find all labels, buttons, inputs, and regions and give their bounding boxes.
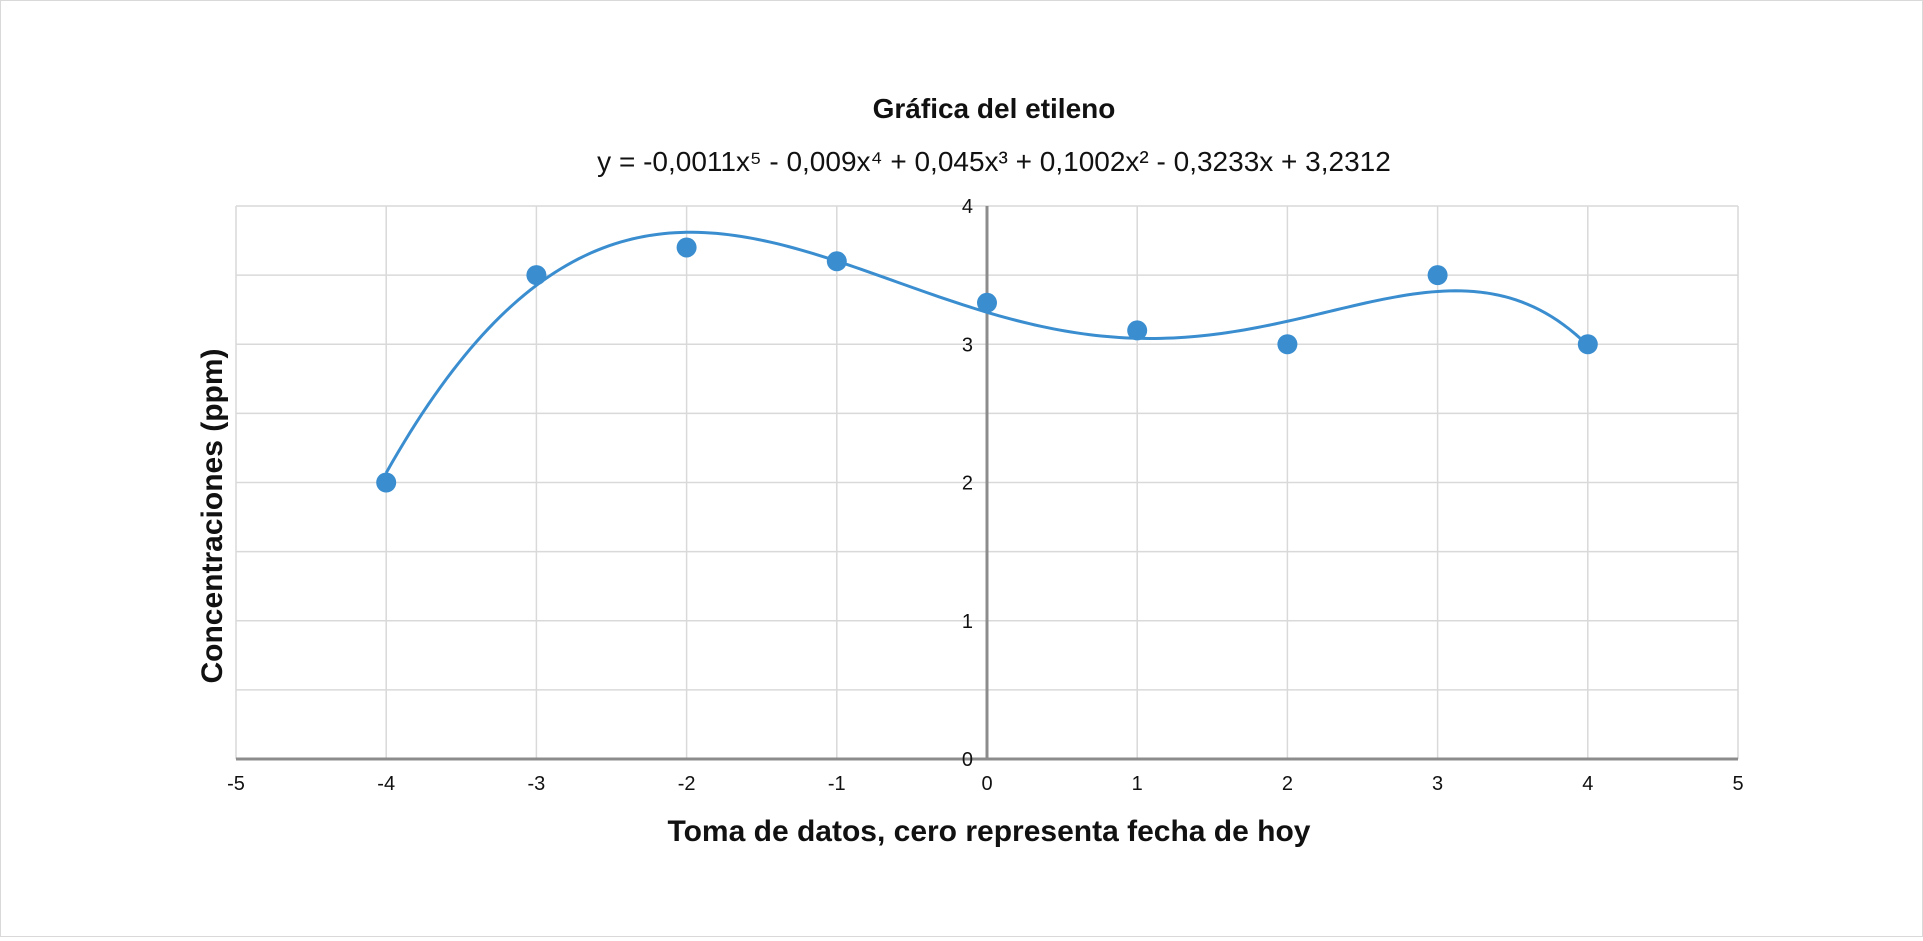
trendline-equation: y = -0,0011x⁵ - 0,009x⁴ + 0,045x³ + 0,10…: [597, 146, 1391, 177]
x-tick-label: -2: [678, 773, 696, 795]
data-point: [826, 251, 847, 272]
data-point: [376, 472, 397, 493]
data-point: [1427, 265, 1448, 286]
data-point: [1127, 320, 1148, 341]
tick-labels: -5 -4 -3 -2 -1 0 1 2 3 4 5 0 1 2 3 4: [227, 196, 1743, 795]
y-tick-label: 4: [962, 196, 973, 218]
x-tick-label: -1: [828, 773, 846, 795]
x-tick-label: 2: [1282, 773, 1293, 795]
y-tick-label: 1: [962, 611, 973, 633]
data-points: [376, 237, 1598, 493]
y-axis-title: Concentraciones (ppm): [196, 348, 229, 683]
data-point: [977, 292, 997, 313]
x-tick-label: 0: [981, 773, 992, 795]
x-tick-label: -4: [377, 773, 395, 795]
x-tick-label: 3: [1432, 773, 1443, 795]
y-tick-label: 2: [962, 473, 973, 495]
x-tick-label: 4: [1582, 773, 1593, 795]
data-point: [676, 237, 697, 258]
x-tick-label: -3: [528, 773, 546, 795]
data-point: [1577, 334, 1598, 355]
x-tick-label: 5: [1732, 773, 1743, 795]
y-tick-label: 3: [962, 334, 973, 356]
x-axis-title: Toma de datos, cero representa fecha de …: [668, 815, 1311, 848]
data-point: [526, 265, 547, 286]
x-tick-label: -5: [227, 773, 245, 795]
chart-title: Gráfica del etileno: [873, 93, 1116, 124]
y-tick-label: 0: [962, 749, 973, 771]
data-point: [1277, 334, 1298, 355]
x-tick-label: 1: [1132, 773, 1143, 795]
